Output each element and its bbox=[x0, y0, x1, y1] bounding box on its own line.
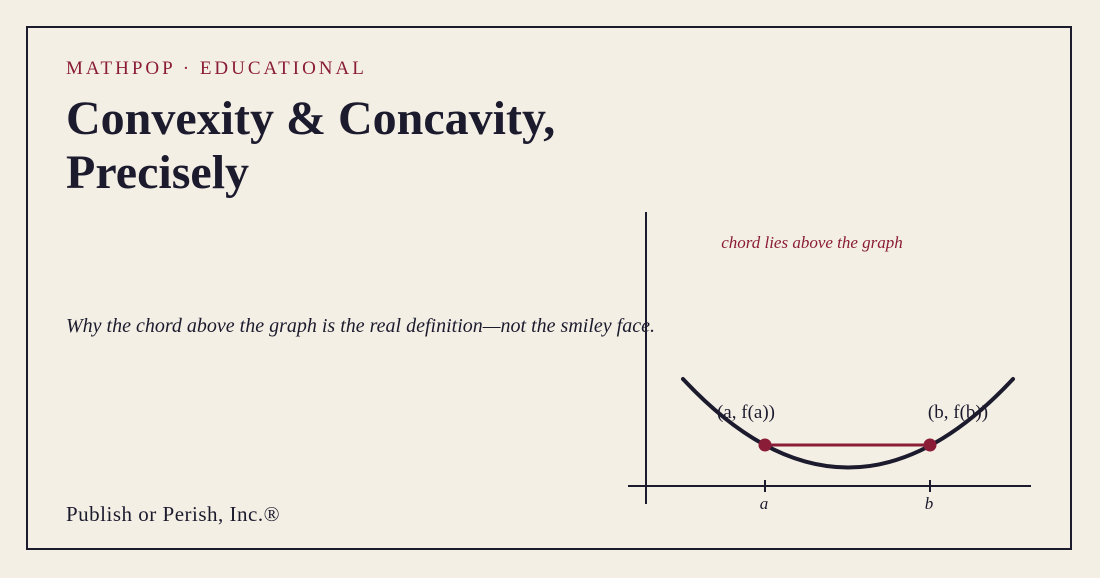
point-a-dot bbox=[758, 438, 772, 452]
point-b-label: (b, f(b)) bbox=[928, 402, 988, 423]
x-tick-label-a: a bbox=[760, 494, 769, 513]
subtitle: Why the chord above the graph is the rea… bbox=[66, 315, 655, 337]
point-a-label: (a, f(a)) bbox=[717, 402, 775, 423]
x-tick-label-b: b bbox=[925, 494, 934, 513]
publisher-label: Publish or Perish, Inc.® bbox=[66, 502, 281, 526]
point-b-dot bbox=[923, 438, 937, 452]
page-title: Convexity & Concavity, Precisely bbox=[66, 92, 556, 199]
convex-curve bbox=[681, 377, 1015, 470]
chord-annotation: chord lies above the graph bbox=[721, 233, 903, 252]
eyebrow-label: MATHPOP · EDUCATIONAL bbox=[66, 58, 367, 79]
card-frame bbox=[26, 26, 1072, 550]
